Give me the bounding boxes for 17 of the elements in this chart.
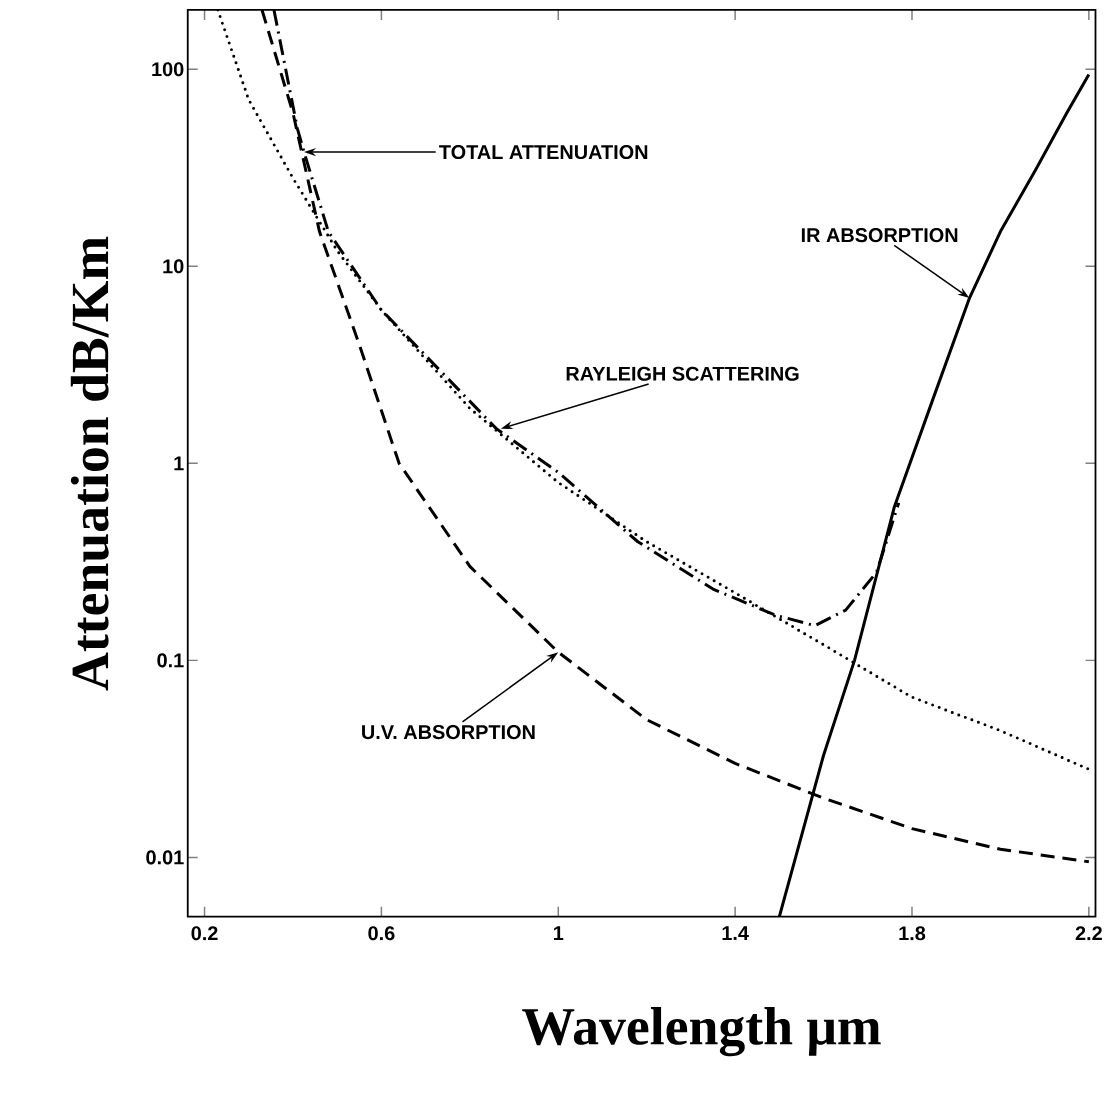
x-tick-label: 0.6 bbox=[368, 926, 395, 941]
x-tick-label: 0.2 bbox=[191, 926, 218, 941]
y-tick-label: 100 bbox=[152, 62, 184, 77]
y-tick-label: 10 bbox=[163, 259, 184, 274]
annotation: IR ABSORPTION bbox=[801, 227, 958, 242]
annotation: U.V. ABSORPTION bbox=[362, 724, 535, 739]
x-tick-label: 1.8 bbox=[899, 926, 926, 941]
y-tick-label: 0.01 bbox=[146, 850, 184, 865]
y-tick-label: 1 bbox=[174, 456, 184, 470]
annotation: RAYLEIGH SCATTERING bbox=[566, 366, 799, 381]
y-axis-title: Attenuation dB/Km bbox=[70, 236, 109, 691]
x-axis-title: Wavelength μm bbox=[522, 1006, 881, 1056]
y-tick-label: 0.1 bbox=[157, 653, 184, 668]
annotation: TOTAL ATTENUATION bbox=[439, 144, 648, 159]
x-tick-label: 1.4 bbox=[722, 926, 749, 940]
x-tick-label: 1 bbox=[553, 926, 564, 940]
x-tick-label: 2.2 bbox=[1075, 926, 1102, 940]
